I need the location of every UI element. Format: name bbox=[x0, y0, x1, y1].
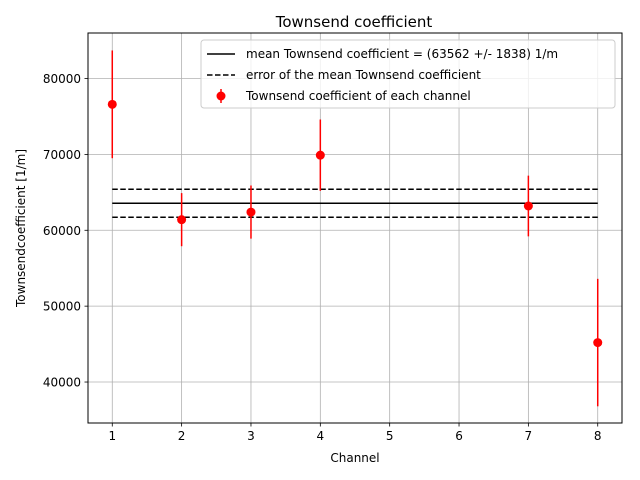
x-tick-label: 6 bbox=[455, 429, 463, 443]
y-tick-label: 80000 bbox=[43, 72, 81, 86]
data-point bbox=[246, 207, 256, 217]
y-tick-label: 60000 bbox=[43, 224, 81, 238]
legend-mean-label: mean Townsend coefficient = (63562 +/- 1… bbox=[246, 47, 558, 61]
y-tick-label: 70000 bbox=[43, 148, 81, 162]
data-point bbox=[177, 215, 187, 225]
y-tick-label: 40000 bbox=[43, 376, 81, 390]
data-points bbox=[107, 50, 603, 407]
plot-frame bbox=[87, 32, 623, 424]
x-tick-label: 5 bbox=[386, 429, 394, 443]
mean-lines bbox=[112, 188, 598, 218]
x-tick-label: 7 bbox=[525, 429, 533, 443]
x-tick-label: 3 bbox=[247, 429, 255, 443]
y-tick-label: 50000 bbox=[43, 300, 81, 314]
chart-title: Townsend coefficient bbox=[275, 13, 433, 31]
legend: mean Townsend coefficient = (63562 +/- 1… bbox=[200, 39, 616, 109]
legend-points-label: Townsend coefficient of each channel bbox=[245, 89, 471, 103]
data-point bbox=[523, 201, 533, 211]
legend-box bbox=[200, 39, 616, 109]
axis-ticks: 1 2 3 4 5 6 7 8 40000 50000 60000 70000 80000 bbox=[43, 72, 602, 443]
y-axis-label: Townsendcoefficient [1/m] bbox=[14, 149, 28, 308]
x-tick-label: 1 bbox=[108, 429, 116, 443]
legend-error-label: error of the mean Townsend coefficient bbox=[246, 68, 481, 82]
x-tick-label: 4 bbox=[317, 429, 325, 443]
x-tick-label: 8 bbox=[594, 429, 602, 443]
data-point bbox=[315, 150, 325, 160]
legend-points-swatch-marker bbox=[216, 91, 226, 101]
x-tick-label: 2 bbox=[178, 429, 186, 443]
data-point bbox=[107, 99, 117, 109]
x-axis-label: Channel bbox=[330, 451, 379, 465]
data-point bbox=[593, 338, 603, 348]
